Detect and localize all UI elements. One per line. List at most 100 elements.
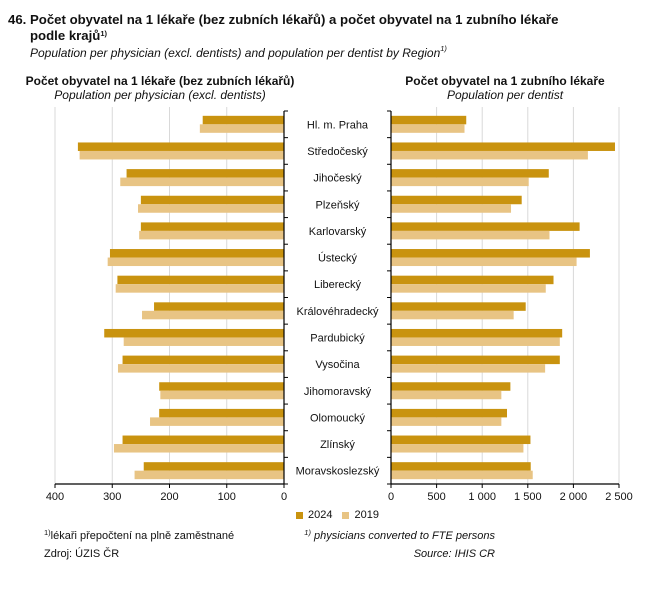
left-bar-2019 [139,230,284,240]
figure-number: 46. [8,12,27,27]
category-label: Pardubický [310,332,365,344]
right-bar-2019 [391,444,524,453]
left-bar-2019 [134,470,284,480]
category-label: Olomoucký [310,412,366,424]
left-x-tick-label: 0 [281,491,287,503]
right-x-tick-label: 2 500 [605,491,633,503]
left-bar-2019 [115,284,284,293]
legend-label-2019: 2019 [354,509,379,521]
left-bar-2019 [138,204,284,213]
left-panel-title-en: Population per physician (excl. dentists… [54,88,266,102]
right-x-tick-label: 0 [388,491,394,503]
category-label: Karlovarský [309,226,367,238]
category-labels: Hl. m. Praha Středočeský Jihočeský Plzeňský… [296,119,380,477]
left-bar-2019 [107,257,284,267]
category-label: Jihomoravský [304,386,372,398]
right-bar-2019 [391,257,577,267]
legend-swatch-2024 [296,511,303,519]
right-bar-2024 [391,355,560,365]
source-cz: Zdroj: ÚZIS ČR [44,548,120,560]
right-x-tick-label: 1 500 [514,491,542,503]
left-tick-labels: 400 300 200 100 0 [46,491,287,503]
right-bar-2024 [391,435,531,445]
title-cz-footnote-mark: 1) [100,29,108,38]
right-bar-2019 [391,470,533,480]
left-gridlines [54,107,228,484]
right-bar-2019 [391,177,529,187]
title-en-text: Population per physician (excl. dentists… [30,46,441,60]
legend: 2024 2019 [296,509,379,521]
source-en: Source: IHIS CR [413,548,495,560]
left-bars [77,115,285,480]
legend-swatch-2019 [342,511,350,519]
category-label: Hl. m. Praha [307,119,369,131]
right-bar-2024 [391,222,580,231]
left-bar-2024 [159,408,284,418]
left-bar-2024 [140,222,284,231]
left-bar-2024 [117,275,284,285]
right-bar-2024 [391,142,615,151]
left-bar-2019 [199,124,284,133]
category-label: Jihočeský [313,173,362,185]
right-bar-2019 [391,364,546,373]
right-bar-2019 [391,390,502,400]
legend-item-2024: 2024 [296,509,332,521]
axes [54,110,620,488]
category-label: Plzeňský [315,199,360,211]
left-bar-2024 [77,142,285,151]
right-bar-2019 [391,124,465,133]
right-x-tick-label: 500 [427,491,445,503]
right-panel-title: Počet obyvatel na 1 zubního lékaře Popul… [380,74,630,102]
left-bar-2019 [79,150,285,160]
legend-item-2019: 2019 [342,509,379,521]
right-x-tick-label: 2 000 [560,491,588,503]
title-cz-line1: Počet obyvatel na 1 lékaře (bez zubních … [30,12,559,27]
right-bar-2019 [391,150,588,160]
left-x-tick-label: 100 [218,491,236,503]
category-label: Zlínský [320,439,355,451]
category-label: Moravskoslezský [296,466,380,478]
footnote-cz-text: lékaři přepočtení na plně zaměstnané [50,530,235,542]
left-panel-title: Počet obyvatel na 1 lékaře (bez zubních … [20,74,300,102]
right-bar-2024 [391,249,590,258]
category-label: Vysočina [315,359,360,371]
left-x-tick-label: 300 [103,491,121,503]
right-tick-labels: 0 500 1 000 1 500 2 000 2 500 [388,491,633,503]
left-bar-2019 [142,310,284,320]
category-label: Ústecký [318,252,358,265]
chart-title-cz: 46. Počet obyvatel na 1 lékaře (bez zubní… [8,12,628,44]
right-bar-2019 [391,417,502,426]
right-bar-2024 [391,408,508,418]
right-panel-title-cz: Počet obyvatel na 1 zubního lékaře [405,74,605,88]
right-bar-2024 [391,382,511,391]
left-bar-2019 [150,417,284,426]
left-x-tick-label: 400 [46,491,64,503]
left-bar-2024 [122,435,285,445]
footnote-cz: 1)lékaři přepočtení na plně zaměstnané [44,528,235,542]
category-label: Liberecký [314,279,362,291]
right-bar-2019 [391,310,514,320]
left-bar-2019 [113,444,284,453]
category-label: Královéhradecký [297,306,379,318]
category-label: Středočeský [307,146,368,158]
chart-title-en: Population per physician (excl. dentists… [30,44,447,60]
left-bar-2024 [122,355,285,365]
left-bar-2024 [154,302,284,311]
right-bar-2024 [391,462,531,471]
right-bar-2024 [391,275,554,285]
left-bar-2019 [120,177,284,187]
left-bar-2024 [104,328,284,338]
left-bar-2024 [159,382,284,391]
left-x-tick-label: 200 [160,491,178,503]
left-bar-2019 [160,390,284,400]
right-panel-title-en: Population per dentist [446,88,564,102]
right-bar-2024 [391,328,563,338]
title-en-footnote-mark: 1) [440,44,447,53]
footnote-cz-mark: 1) [44,528,51,537]
right-bar-2019 [391,230,550,240]
right-gridlines [436,107,620,484]
right-x-tick-label: 1 000 [468,491,496,503]
footnote-en: 1) physicians converted to FTE persons [304,528,495,542]
left-bar-2019 [123,337,284,346]
